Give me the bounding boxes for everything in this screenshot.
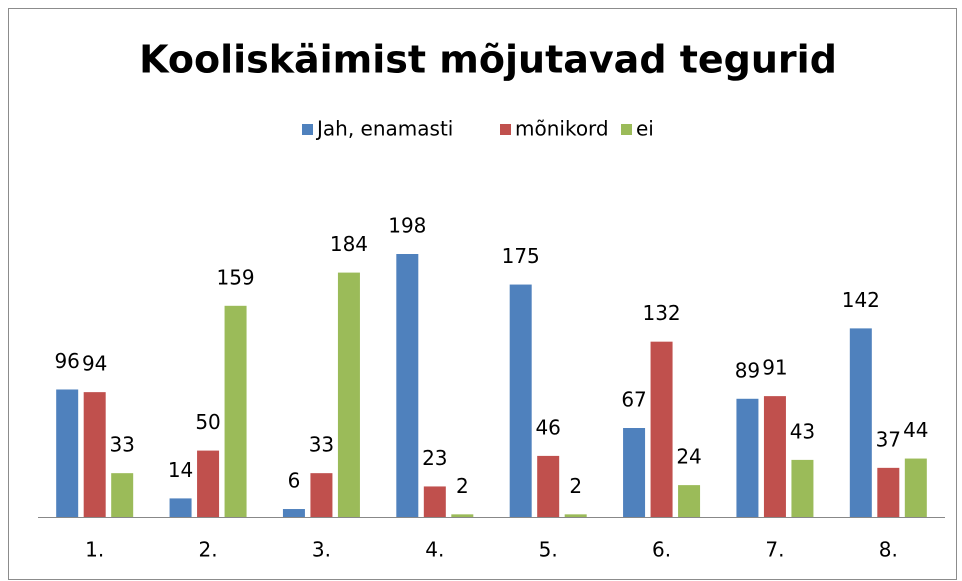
bar: [282, 509, 305, 517]
data-label: 50: [195, 410, 220, 434]
data-label: 91: [762, 356, 787, 380]
bar: [623, 428, 646, 517]
data-label: 159: [216, 265, 254, 289]
bar: [337, 272, 360, 517]
bar: [83, 392, 106, 517]
chart-title: Kooliskäimist mõjutavad tegurid: [139, 38, 837, 82]
bar: [650, 341, 673, 517]
data-label: 14: [168, 458, 193, 482]
data-label: 24: [676, 445, 701, 469]
bar: [564, 514, 587, 517]
data-label: 2: [456, 474, 469, 498]
data-label: 175: [502, 244, 540, 268]
bar: [509, 284, 532, 517]
data-label: 132: [642, 301, 680, 325]
bar: [56, 389, 79, 517]
legend-swatch: [621, 124, 632, 135]
bar: [310, 473, 333, 517]
bar: [678, 485, 701, 517]
data-label: 43: [790, 419, 815, 443]
data-label: 184: [330, 232, 368, 256]
data-label: 33: [309, 433, 334, 457]
x-tick-label: 7.: [765, 538, 784, 562]
legend-swatch: [302, 124, 313, 135]
data-label: 94: [82, 352, 107, 376]
data-label: 142: [842, 288, 880, 312]
x-tick-label: 6.: [652, 538, 671, 562]
bar: [396, 254, 419, 517]
data-label: 37: [876, 427, 901, 451]
legend-swatch: [500, 124, 511, 135]
bar: [423, 486, 446, 517]
x-tick-label: 8.: [879, 538, 898, 562]
data-label: 89: [735, 358, 760, 382]
data-label: 46: [535, 415, 560, 439]
chart-border: [8, 8, 957, 580]
bar: [197, 450, 220, 517]
data-label: 96: [54, 349, 79, 373]
data-label: 2: [569, 474, 582, 498]
data-label: 6: [288, 469, 301, 493]
bar: [791, 459, 814, 517]
bar: [849, 328, 872, 517]
bar: [451, 514, 474, 517]
legend-label: mõnikord: [515, 117, 609, 141]
legend-label: ei: [636, 117, 654, 141]
bar: [537, 455, 560, 517]
data-label: 198: [388, 214, 426, 238]
legend-label: Jah, enamasti: [315, 117, 453, 141]
x-tick-label: 5.: [539, 538, 558, 562]
x-tick-label: 1.: [85, 538, 104, 562]
bar: [877, 467, 900, 517]
bar: [736, 398, 759, 517]
data-label: 23: [422, 446, 447, 470]
bar: [169, 498, 192, 517]
x-tick-label: 4.: [425, 538, 444, 562]
data-label: 67: [621, 388, 646, 412]
data-label: 33: [109, 433, 134, 457]
x-tick-label: 3.: [312, 538, 331, 562]
bar: [224, 305, 247, 517]
bar: [763, 396, 786, 517]
bar: [904, 458, 927, 517]
data-label: 44: [903, 418, 928, 442]
bar: [111, 473, 134, 517]
x-tick-label: 2.: [199, 538, 218, 562]
